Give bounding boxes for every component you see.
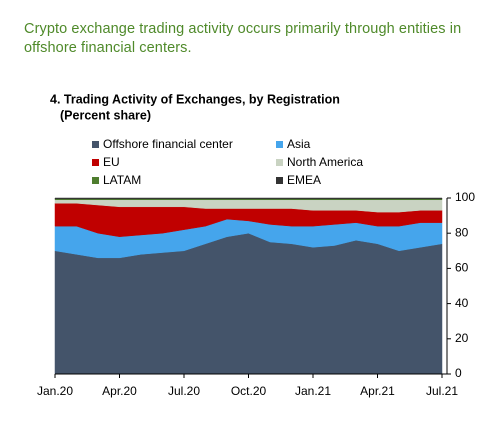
legend-swatch xyxy=(276,177,283,184)
y-tick-label: 40 xyxy=(455,296,469,310)
x-tick-label: Apr.20 xyxy=(102,384,137,398)
legend-label: EU xyxy=(103,155,120,169)
legend-swatch xyxy=(276,141,283,148)
x-tick-label: Jul.20 xyxy=(168,384,200,398)
legend-swatch xyxy=(276,159,283,166)
y-tick-label: 20 xyxy=(455,331,469,345)
legend-label: Offshore financial center xyxy=(103,137,233,151)
x-tick-label: Jan.21 xyxy=(295,384,331,398)
legend-swatch xyxy=(92,159,99,166)
y-tick-label: 60 xyxy=(455,261,469,275)
x-tick-label: Jan.20 xyxy=(37,384,73,398)
x-tick-label: Oct.20 xyxy=(231,384,267,398)
legend-label: LATAM xyxy=(103,173,141,187)
legend-label: EMEA xyxy=(287,173,321,187)
y-tick-label: 100 xyxy=(455,190,475,204)
chart-title: 4. Trading Activity of Exchanges, by Reg… xyxy=(50,92,340,106)
legend-label: North America xyxy=(287,155,363,169)
x-tick-label: Apr.21 xyxy=(360,384,395,398)
note: Crypto exchange trading activity occurs … xyxy=(24,21,462,56)
x-tick-label: Jul.21 xyxy=(426,384,458,398)
legend-swatch xyxy=(92,141,99,148)
legend-swatch xyxy=(92,177,99,184)
legend-label: Asia xyxy=(287,137,311,151)
area xyxy=(54,197,443,200)
chart-subtitle: (Percent share) xyxy=(60,108,151,122)
y-tick-label: 0 xyxy=(455,366,462,380)
y-tick-label: 80 xyxy=(455,225,469,239)
